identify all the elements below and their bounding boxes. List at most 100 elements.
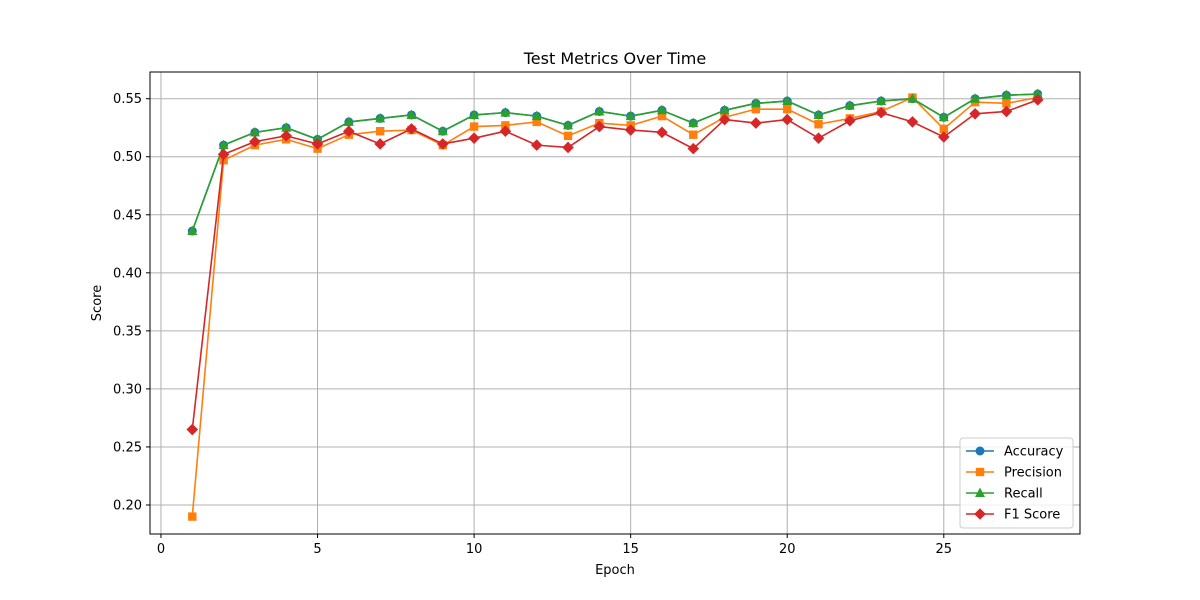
y-tick-label: 0.40 bbox=[113, 266, 142, 281]
data-point-f1-score bbox=[718, 113, 731, 126]
data-point-recall bbox=[1032, 88, 1043, 99]
data-point-f1-score bbox=[969, 107, 981, 120]
y-tick-label: 0.45 bbox=[113, 208, 142, 223]
legend-marker-precision bbox=[975, 467, 985, 477]
data-point-f1-score bbox=[624, 124, 637, 136]
data-point-recall bbox=[500, 107, 511, 117]
data-point-recall bbox=[970, 93, 981, 103]
x-tick-label: 20 bbox=[779, 542, 796, 557]
data-point-f1-score bbox=[374, 138, 386, 150]
data-point-f1-score bbox=[937, 131, 950, 143]
x-tick-label: 5 bbox=[313, 542, 321, 557]
x-tick-label: 15 bbox=[622, 542, 639, 557]
y-tick-label: 0.50 bbox=[113, 150, 142, 165]
data-point-recall bbox=[750, 97, 761, 108]
data-point-recall bbox=[844, 100, 855, 110]
data-point-precision bbox=[751, 104, 761, 114]
data-point-precision bbox=[563, 131, 573, 141]
data-point-recall bbox=[656, 104, 667, 115]
data-point-f1-score bbox=[186, 423, 199, 436]
data-point-precision bbox=[689, 130, 698, 139]
data-point-f1-score bbox=[1000, 105, 1013, 118]
data-point-recall bbox=[406, 109, 417, 119]
data-point-recall bbox=[907, 93, 918, 103]
legend-label-precision: Precision bbox=[1004, 466, 1062, 481]
data-point-f1-score bbox=[468, 132, 480, 144]
data-point-f1-score bbox=[750, 117, 762, 129]
data-point-recall bbox=[437, 125, 448, 136]
data-point-precision bbox=[188, 512, 197, 521]
data-point-f1-score bbox=[530, 139, 543, 151]
legend-item-recall: Recall bbox=[966, 487, 1043, 502]
series-recall bbox=[187, 88, 1043, 236]
data-point-recall bbox=[218, 139, 229, 150]
data-point-precision bbox=[939, 124, 948, 134]
data-point-recall bbox=[625, 110, 636, 121]
data-point-f1-score bbox=[1031, 94, 1044, 106]
data-point-f1-score bbox=[812, 132, 825, 144]
y-tick-label: 0.30 bbox=[113, 382, 142, 397]
data-point-recall bbox=[187, 225, 198, 236]
legend-item-f1-score: F1 Score bbox=[966, 508, 1060, 523]
legend-box bbox=[959, 437, 1074, 529]
series-f1-score bbox=[186, 94, 1044, 436]
legend-label-f1-score: F1 Score bbox=[1004, 508, 1060, 523]
data-point-recall bbox=[594, 105, 605, 116]
data-point-precision bbox=[469, 122, 479, 131]
data-point-recall bbox=[281, 122, 292, 132]
data-point-recall bbox=[249, 126, 260, 137]
data-point-f1-score bbox=[499, 125, 512, 138]
data-point-f1-score bbox=[781, 113, 794, 126]
x-tick-label: 25 bbox=[936, 542, 953, 557]
data-point-recall bbox=[719, 104, 730, 115]
series-accuracy bbox=[187, 89, 1043, 236]
data-point-precision bbox=[657, 111, 667, 121]
legend-label-recall: Recall bbox=[1004, 487, 1043, 502]
series-precision bbox=[188, 93, 1042, 521]
chart-title: Test Metrics Over Time bbox=[523, 49, 706, 68]
data-point-recall bbox=[531, 110, 542, 121]
legend-item-precision: Precision bbox=[966, 466, 1062, 481]
data-point-f1-score bbox=[280, 130, 293, 142]
x-tick-label: 10 bbox=[466, 542, 483, 557]
data-point-precision bbox=[501, 121, 510, 130]
data-point-recall bbox=[1001, 89, 1012, 100]
data-point-precision bbox=[375, 127, 385, 136]
data-point-f1-score bbox=[844, 114, 856, 127]
y-tick-label: 0.25 bbox=[113, 440, 142, 455]
y-tick-label: 0.35 bbox=[113, 324, 142, 339]
series-line-recall bbox=[191, 93, 1038, 232]
data-point-precision bbox=[814, 120, 823, 129]
series-line-f1-score bbox=[191, 99, 1039, 430]
data-point-recall bbox=[938, 111, 949, 122]
data-point-precision bbox=[783, 104, 792, 114]
y-tick-label: 0.55 bbox=[113, 92, 142, 107]
data-point-recall bbox=[469, 109, 480, 119]
data-point-recall bbox=[876, 95, 887, 106]
legend-marker-f1-score bbox=[974, 508, 986, 520]
legend-item-accuracy: Accuracy bbox=[966, 445, 1064, 460]
data-point-f1-score bbox=[311, 138, 324, 150]
series-layer bbox=[186, 88, 1044, 521]
data-point-recall bbox=[782, 95, 793, 106]
data-point-f1-score bbox=[217, 148, 230, 161]
data-point-f1-score bbox=[593, 120, 606, 133]
data-point-f1-score bbox=[875, 106, 887, 119]
data-point-f1-score bbox=[562, 141, 574, 154]
data-point-f1-score bbox=[405, 123, 418, 135]
data-point-f1-score bbox=[656, 126, 668, 139]
x-tick-label: 0 bbox=[157, 542, 165, 557]
series-line-accuracy bbox=[191, 93, 1038, 232]
data-point-f1-score bbox=[436, 138, 449, 150]
data-point-f1-score bbox=[906, 116, 919, 128]
legend: Accuracy Precision Recall F1 Score bbox=[959, 437, 1074, 529]
data-point-recall bbox=[343, 116, 354, 126]
data-point-precision bbox=[1002, 99, 1011, 108]
data-point-f1-score bbox=[687, 142, 700, 155]
grid bbox=[150, 72, 1080, 534]
data-point-recall bbox=[813, 109, 824, 119]
legend-marker-recall bbox=[975, 487, 985, 497]
plot-area-frame bbox=[149, 71, 1081, 535]
y-axis: 0.20 0.25 0.30 0.35 0.40 0.45 0.50 0.55 bbox=[113, 92, 150, 513]
